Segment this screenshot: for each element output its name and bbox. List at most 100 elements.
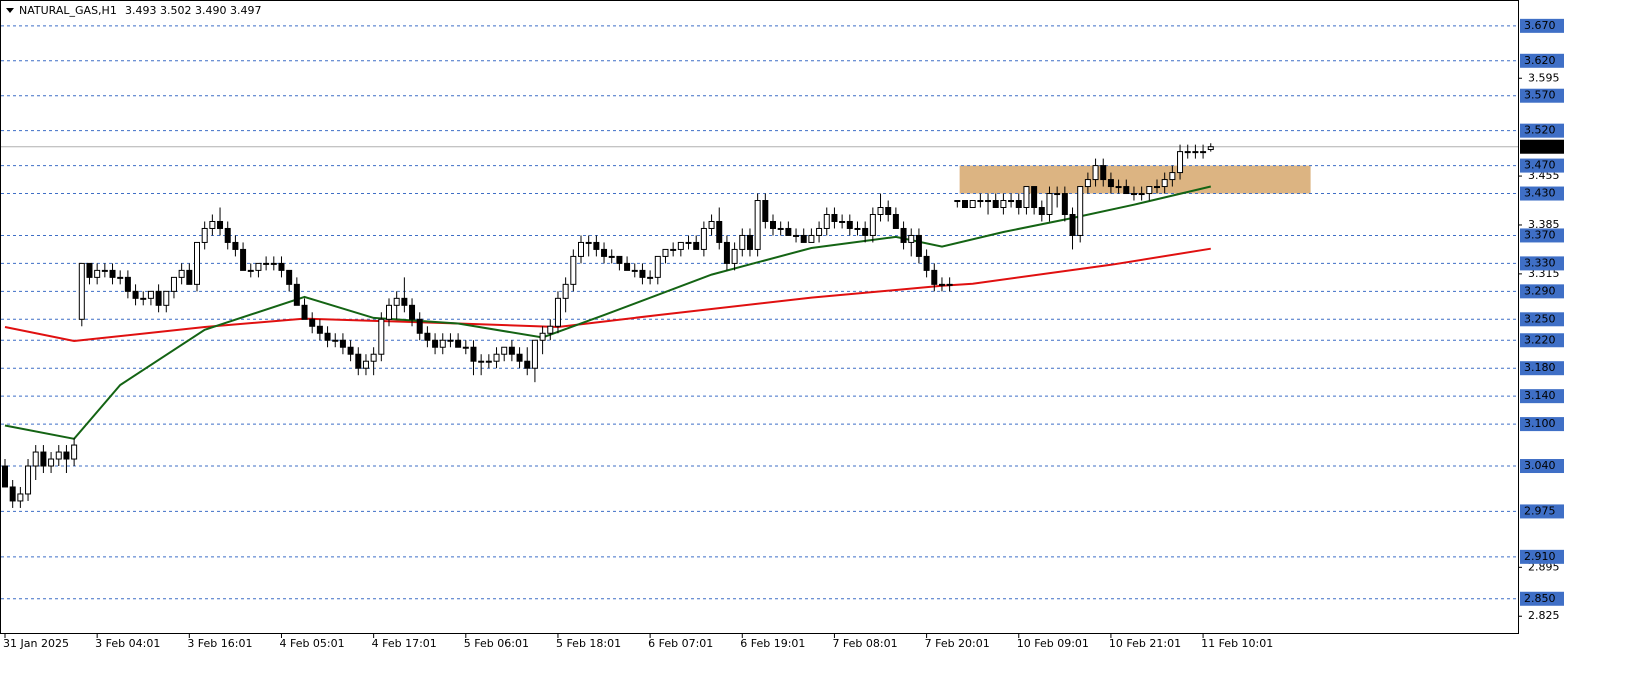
level-label: 2.910 [1524, 550, 1556, 563]
candle-body [839, 220, 846, 223]
level-label: 3.330 [1524, 256, 1556, 269]
candle-body [1069, 213, 1076, 236]
moving-average [4, 185, 1212, 440]
x-tick-label: 31 Jan 2025 [3, 637, 69, 650]
candle-body [316, 325, 323, 334]
candle-body [124, 276, 131, 292]
candle-body [424, 332, 431, 341]
x-tick-label: 10 Feb 21:01 [1109, 637, 1181, 650]
candle-body [32, 451, 39, 467]
candle-body [578, 241, 584, 257]
candle-body [378, 318, 385, 355]
candle-body [731, 248, 738, 264]
candle-body [1130, 193, 1137, 196]
candle-body [1046, 193, 1053, 215]
x-tick-label: 10 Feb 09:01 [1017, 637, 1089, 650]
current-price-label: 3.497 [1524, 140, 1556, 153]
candle-body [347, 346, 354, 355]
level-label: 3.430 [1524, 187, 1556, 200]
x-tick-label: 4 Feb 05:01 [279, 637, 344, 650]
candle-body [362, 360, 369, 369]
candle-body [639, 269, 646, 278]
candle-body [270, 262, 277, 265]
level-label: 3.520 [1524, 124, 1556, 137]
candle-body [178, 269, 185, 278]
candle-body [1015, 200, 1022, 209]
candle-body [954, 200, 961, 203]
level-label-box [1520, 312, 1564, 327]
candle-body [1207, 146, 1214, 151]
level-label: 3.220 [1524, 333, 1556, 346]
candle-body [862, 227, 869, 236]
candle-body [593, 241, 600, 250]
candle-body [1031, 186, 1038, 209]
candle-body [554, 297, 561, 327]
candle-body [217, 220, 224, 229]
candle-body [493, 353, 500, 362]
level-label: 3.040 [1524, 459, 1556, 472]
candle-body [447, 339, 454, 342]
candle-body [585, 241, 592, 244]
level-label: 3.670 [1524, 19, 1556, 32]
level-label-box [1520, 284, 1564, 299]
candle-body [462, 346, 469, 349]
candle-body [938, 283, 945, 286]
level-label-box [1520, 158, 1564, 173]
candle-body [393, 297, 400, 306]
level-label-box [1520, 186, 1564, 201]
candle-body [386, 304, 392, 320]
candle-body [770, 220, 776, 229]
candle-body [370, 353, 377, 362]
candle-body [685, 241, 692, 244]
moving-average [4, 247, 1211, 343]
candle-body [309, 318, 316, 327]
candle-body [324, 332, 331, 341]
candle-body [531, 339, 538, 369]
candle-body [48, 458, 55, 467]
candle-body [931, 269, 938, 285]
candle-body [1077, 186, 1084, 236]
candle-body [301, 304, 308, 320]
candle-body [9, 486, 16, 502]
candle-body [1115, 186, 1122, 189]
x-tick-label: 4 Feb 17:01 [372, 637, 437, 650]
candle-body [1000, 200, 1007, 209]
candle-body [539, 332, 546, 341]
candle-body [2, 465, 8, 488]
candle-body [869, 213, 876, 236]
candle-body [601, 248, 608, 257]
candle-body [647, 276, 654, 279]
candle-body [962, 200, 968, 209]
candle-body [846, 220, 853, 229]
candle-body [293, 283, 300, 306]
level-label: 3.570 [1524, 89, 1556, 102]
candle-body [1161, 179, 1168, 188]
candle-body [1184, 151, 1191, 154]
candle-body [17, 493, 24, 502]
candle-body [25, 465, 32, 495]
candle-body [86, 262, 93, 278]
candle-body [900, 227, 907, 243]
candle-body [1054, 193, 1061, 196]
candle-body [524, 360, 531, 369]
candle-body [109, 269, 116, 278]
level-label: 2.975 [1524, 504, 1556, 517]
quote: 3.493 3.502 3.490 3.497 [125, 4, 261, 17]
candle-body [455, 339, 462, 348]
candle-body [1138, 193, 1145, 196]
candle-body [416, 318, 423, 334]
candle-body [63, 451, 70, 460]
candle-body [240, 248, 247, 271]
candle-body [209, 220, 216, 229]
level-label-box [1520, 228, 1564, 243]
candle-body [608, 255, 615, 258]
candle-body [823, 213, 830, 229]
x-tick-label: 5 Feb 18:01 [556, 637, 621, 650]
candle-body [800, 234, 807, 243]
candle-body [562, 283, 569, 299]
candle-body [147, 290, 154, 299]
candle-body [762, 200, 769, 222]
level-label-box [1520, 123, 1564, 138]
menu-arrow[interactable] [6, 8, 14, 13]
